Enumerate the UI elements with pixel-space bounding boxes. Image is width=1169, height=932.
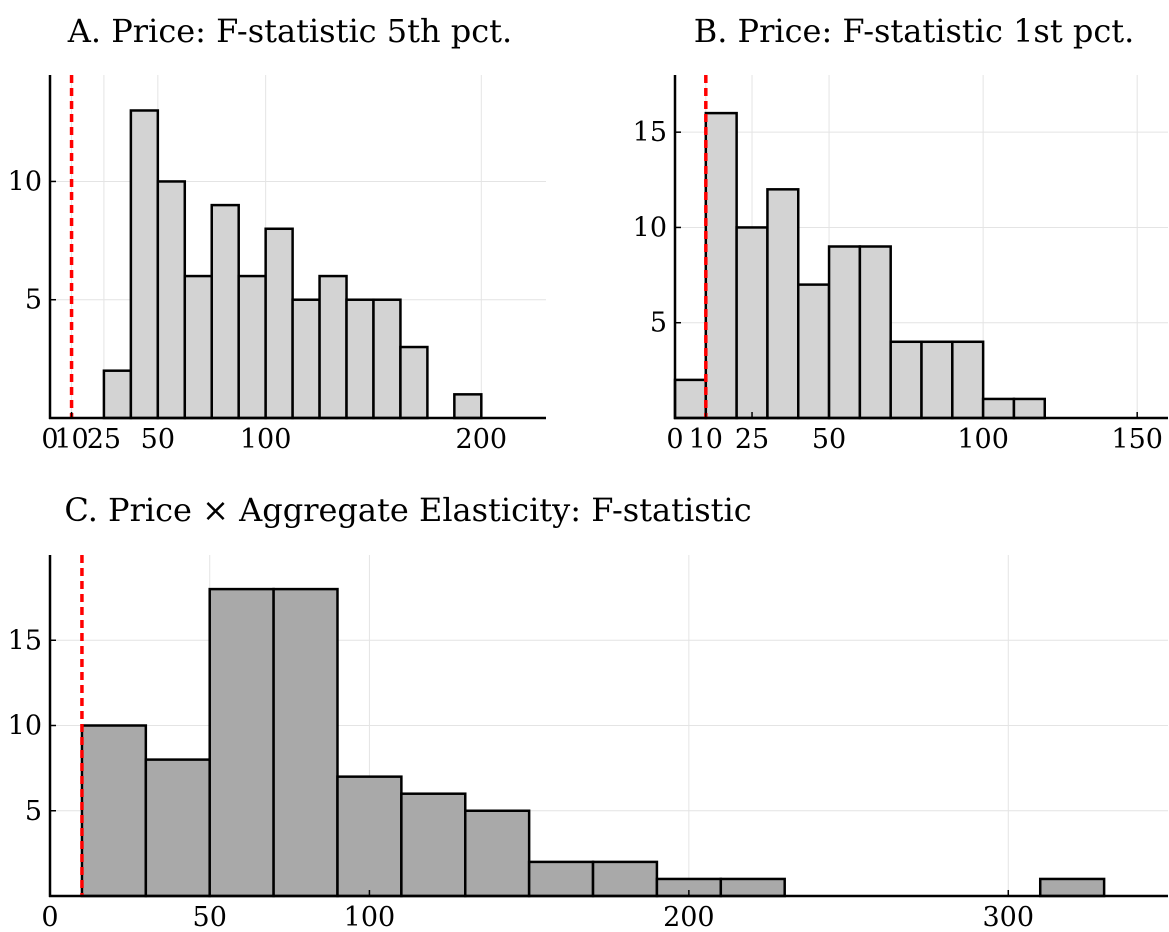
histogram-bar	[210, 203, 240, 420]
histogram-bar	[264, 227, 294, 420]
x-tick-label: 25	[87, 424, 121, 455]
histogram-bar	[156, 180, 187, 420]
y-tick-label: 5	[650, 308, 667, 339]
histogram-bar	[827, 245, 862, 420]
histogram-bar	[345, 298, 375, 420]
y-tick-label: 5	[25, 796, 42, 827]
histogram-bar	[183, 274, 213, 420]
x-tick-label: 10	[689, 424, 723, 455]
histogram-bar	[1012, 397, 1046, 420]
histogram-bar	[889, 340, 923, 420]
y-tick-label: 10	[8, 166, 42, 197]
histogram-bar	[797, 283, 831, 420]
x-tick-label: 25	[735, 424, 769, 455]
y-tick-label: 5	[25, 285, 42, 316]
x-tick-label: 50	[812, 424, 846, 455]
histogram-bar	[704, 111, 738, 420]
x-tick-label: 0	[41, 424, 58, 455]
histogram-bar	[291, 298, 321, 420]
histogram-bar	[208, 587, 275, 898]
histogram-bar	[951, 340, 985, 420]
histogram-bar	[372, 298, 402, 420]
histogram-bar	[766, 188, 800, 420]
histogram-bar	[735, 226, 769, 420]
x-tick-label: 10	[54, 424, 88, 455]
x-tick-label: 50	[193, 902, 227, 932]
histogram-bar	[129, 109, 160, 420]
x-tick-label: 100	[344, 902, 396, 932]
histogram-bar	[399, 345, 429, 420]
histogram-bar	[336, 775, 403, 898]
panel-c-title: C. Price × Aggregate Elasticity: F-stati…	[64, 491, 751, 529]
histogram-bar	[318, 274, 348, 420]
histogram-bar	[400, 792, 467, 898]
panel-c: C. Price × Aggregate Elasticity: F-stati…	[8, 491, 1168, 932]
x-tick-label: 100	[957, 424, 1009, 455]
y-tick-label: 15	[8, 625, 42, 656]
histogram-bar	[920, 340, 954, 420]
x-tick-label: 150	[1111, 424, 1163, 455]
x-tick-label: 0	[666, 424, 683, 455]
panel-b: B. Price: F-statistic 1st pct. 0 10 25 50 10…	[633, 12, 1168, 455]
histogram-bar	[719, 877, 786, 898]
x-tick-label: 200	[663, 902, 715, 932]
histogram-bar	[272, 587, 339, 898]
x-tick-label: 300	[983, 902, 1035, 932]
x-tick-label: 200	[456, 424, 508, 455]
histogram-bar	[591, 860, 659, 898]
histogram-bar	[527, 860, 595, 898]
histogram-bar	[1038, 877, 1106, 898]
x-tick-label: 100	[240, 424, 292, 455]
panel-b-title: B. Price: F-statistic 1st pct.	[694, 12, 1135, 50]
histogram-bar	[673, 378, 708, 420]
histogram-bar	[464, 809, 531, 898]
histogram-bar	[144, 758, 211, 898]
histogram-bar	[237, 274, 267, 420]
y-tick-label: 15	[633, 117, 667, 148]
y-tick-label: 10	[633, 212, 667, 243]
x-tick-label: 0	[41, 902, 58, 932]
histogram-bar	[858, 245, 892, 420]
histogram-bar	[102, 369, 133, 420]
y-tick-label: 10	[8, 711, 42, 742]
x-tick-label: 50	[141, 424, 175, 455]
histogram-bar	[453, 393, 483, 420]
histogram-bar	[981, 397, 1016, 420]
panel-a-title: A. Price: F-statistic 5th pct.	[67, 12, 512, 50]
histogram-bar	[80, 724, 148, 898]
